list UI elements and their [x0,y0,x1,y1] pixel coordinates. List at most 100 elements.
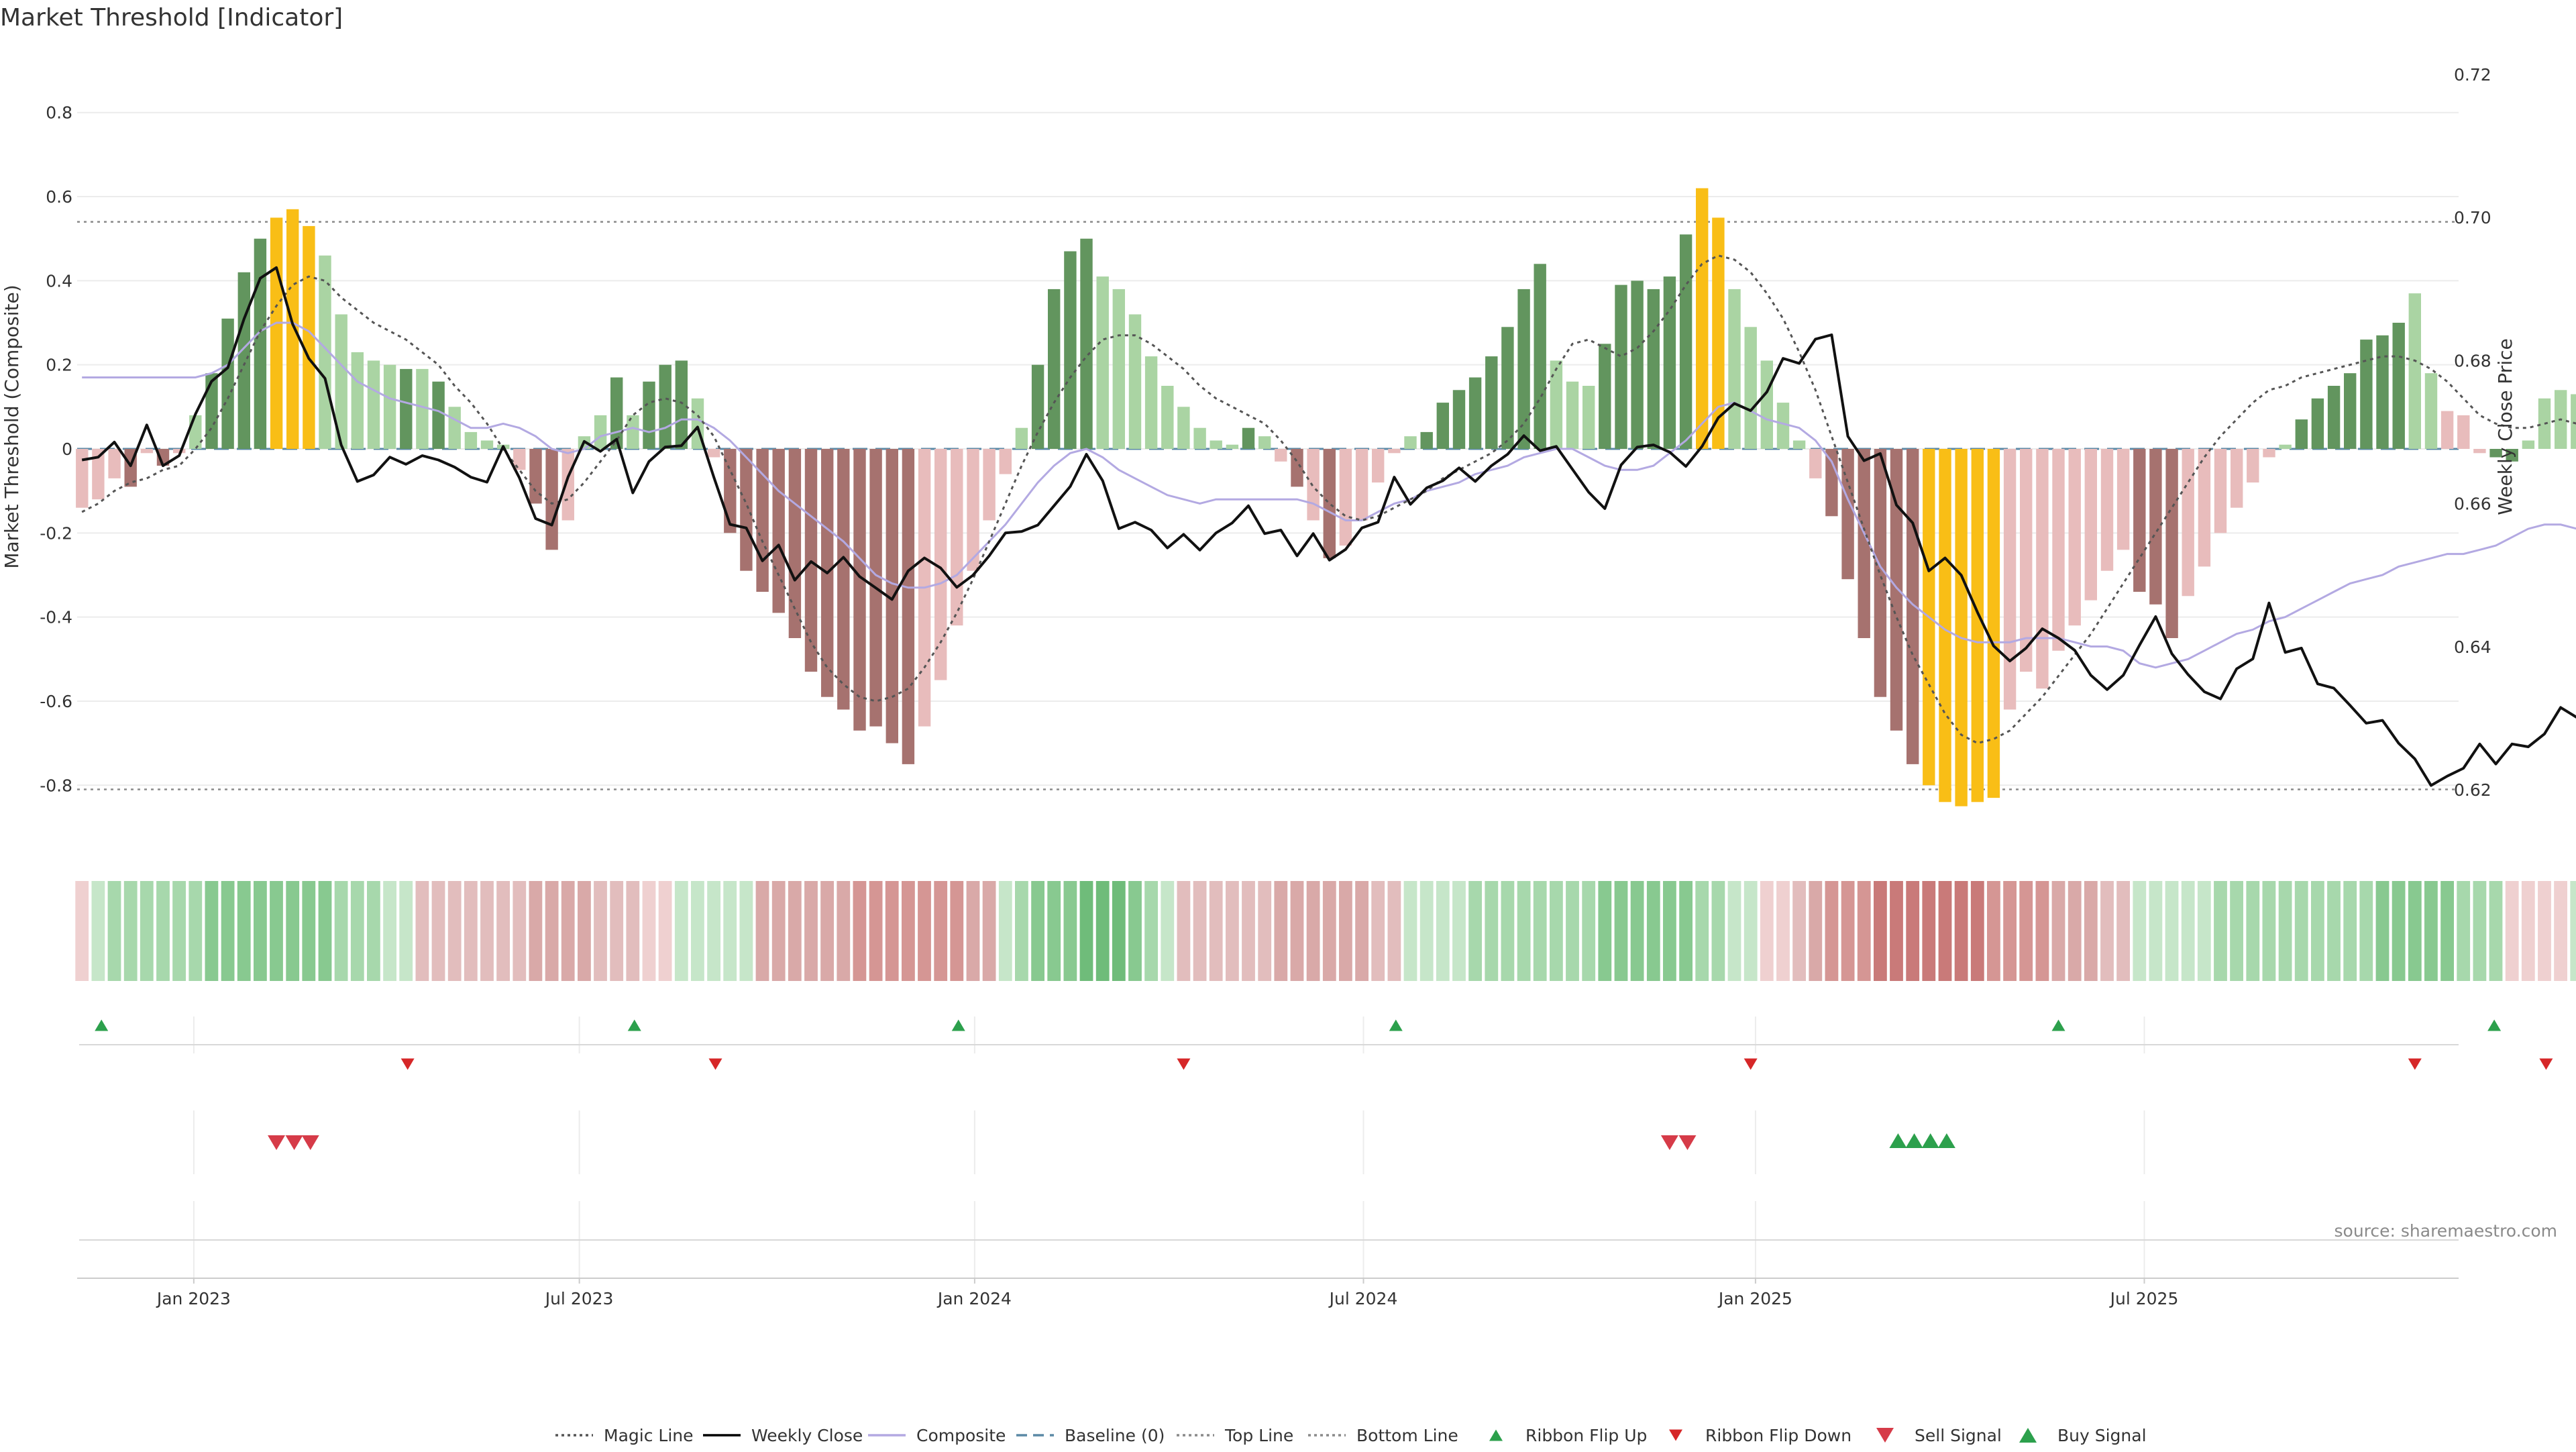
ribbon-cell [594,881,607,981]
ribbon-cell [804,881,818,981]
composite-bar [2263,449,2275,458]
composite-bar [1323,449,1336,558]
ribbon-cell [1355,881,1368,981]
y-tick-label-right: 0.68 [2454,351,2491,370]
ribbon-cell [496,881,510,981]
composite-bar [2279,444,2292,449]
ribbon-cell [2181,881,2195,981]
composite-bar [1275,449,1287,462]
composite-bar [1485,356,1498,449]
composite-bar [416,368,429,449]
legend-marker [1669,1429,1682,1441]
ribbon-cell [820,881,834,981]
composite-bar [2214,449,2227,533]
y-tick-label-right: 0.66 [2454,495,2491,514]
ribbon-cell [318,881,332,981]
y-tick-label-right: 0.64 [2454,637,2491,657]
ribbon-cell [1290,881,1304,981]
ribbon-cell [1161,881,1175,981]
composite-bar [2084,449,2097,601]
ribbon-cell [788,881,802,981]
composite-bar [951,449,963,626]
composite-bar [1355,449,1368,521]
ribbon-cell [1063,881,1077,981]
composite-bar [2052,449,2065,651]
ribbon-cell [1630,881,1644,981]
ribbon-cell [1031,881,1044,981]
ribbon-cell [2262,881,2276,981]
composite-bar [675,360,688,449]
ribbon-flip-up-marker [2051,1019,2065,1031]
ribbon-cell [237,881,251,981]
legend-label: Baseline (0) [1065,1426,1165,1445]
composite-bar [2344,373,2357,449]
ribbon-cell [1485,881,1499,981]
composite-bar [1048,289,1061,449]
ribbon-cell [2246,881,2260,981]
ribbon-cell [123,881,138,981]
composite-bar [1971,449,1984,802]
composite-bar [303,225,315,449]
legend-marker [1489,1429,1503,1441]
composite-bar [1372,449,1385,483]
composite-bar [659,364,672,449]
ribbon-cell [707,881,720,981]
composite-bar [2116,449,2130,550]
composite-bar [1388,449,1401,454]
composite-bar [1792,440,1806,449]
ribbon-cell [902,881,915,981]
ribbon-cell [1954,881,1968,981]
ribbon-cell [658,881,672,981]
ribbon-flip-up-marker [951,1019,965,1031]
ribbon-cell [1242,881,1255,981]
ribbon-cell [1841,881,1855,981]
ribbon-cell [513,881,527,981]
composite-bar [400,368,413,449]
ribbon-cell [2554,881,2567,981]
composite-bar [1890,449,1903,731]
legend-label: Composite [916,1426,1006,1445]
composite-bar [1501,327,1514,449]
composite-bar [788,449,802,638]
composite-bar [1064,251,1077,449]
composite-bar [707,449,720,458]
ribbon-cell [853,881,867,981]
ribbon-cell [1874,881,1887,981]
composite-bar [2327,386,2341,449]
composite-bar [1339,449,1352,546]
legend-label: Sell Signal [1915,1426,2002,1445]
ribbon-cell [1566,881,1579,981]
composite-bar [1128,314,1142,449]
ribbon-cell [755,881,769,981]
ribbon-cell [1711,881,1725,981]
composite-bar [189,415,202,449]
ribbon-cell [383,881,396,981]
y-tick-label-left: -0.4 [40,608,72,627]
composite-bar [367,360,380,449]
ribbon-cell [302,881,316,981]
composite-bar [885,449,898,743]
composite-bar [837,449,850,710]
ribbon-flip-up-marker [95,1019,109,1031]
ribbon-cell [674,881,688,981]
y-tick-label-right: 0.62 [2454,780,2491,800]
x-tick-label: Jul 2023 [544,1289,614,1308]
ribbon-cell [2424,881,2438,981]
ribbon-cell [2408,881,2422,981]
ribbon-cell [578,881,591,981]
composite-bar [335,314,347,449]
ribbon-cell [2521,881,2535,981]
composite-bar [1534,264,1546,449]
composite-bar [2149,449,2162,605]
ribbon-cell [529,881,543,981]
ribbon-cell [642,881,656,981]
composite-bar [2473,449,2486,454]
source-credit: source: sharemaestro.com [2334,1221,2558,1241]
composite-bar [2489,449,2502,458]
composite-bar [108,449,121,478]
ribbon-cell [2457,881,2471,981]
composite-bar [1744,327,1757,449]
composite-bar [2440,411,2454,449]
composite-bar [643,381,655,449]
composite-bar [1679,234,1693,449]
